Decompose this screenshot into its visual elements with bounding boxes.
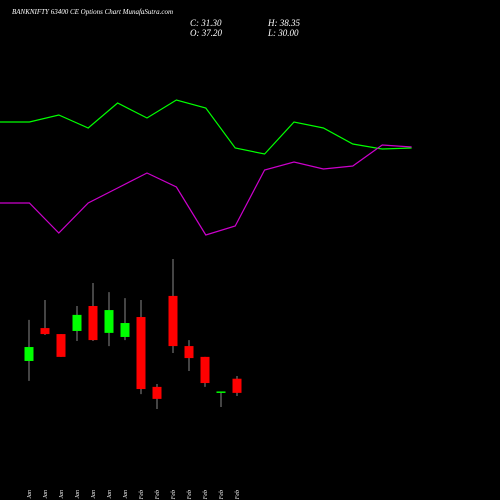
x-tick-label: 01 Feb — [139, 490, 145, 500]
candle-body — [168, 295, 178, 347]
x-tick-label: 21 Jan — [27, 490, 33, 500]
indicator-line — [0, 99, 412, 155]
candle-body — [24, 347, 34, 361]
x-tick-label: 28 Jan — [91, 490, 97, 500]
candle-body — [120, 323, 130, 337]
candle-body — [72, 314, 82, 331]
candle-body — [184, 346, 194, 359]
indicator-line — [0, 144, 412, 236]
candle-body — [136, 317, 146, 390]
low-label: L: 30.00 — [267, 28, 299, 38]
close-label: C: 31.30 — [190, 18, 222, 28]
x-tick-label: 05 Feb — [203, 490, 209, 500]
x-tick-label: 27 Jan — [75, 490, 81, 500]
x-tick-label: 22 Jan — [43, 490, 49, 500]
x-tick-label: 23 Jan — [59, 490, 65, 500]
candle-body — [104, 310, 114, 333]
candle-body — [152, 386, 162, 399]
x-tick-label: 30 Jan — [123, 490, 129, 500]
x-tick-label: 29 Jan — [107, 490, 113, 500]
x-tick-label: 03 Feb — [171, 490, 177, 500]
high-label: H: 38.35 — [267, 18, 300, 28]
candle-body — [232, 378, 242, 393]
chart-title: BANKNIFTY 63400 CE Options Chart MunafaS… — [12, 8, 173, 16]
candle-body — [88, 306, 98, 341]
x-tick-label: 04 Feb — [186, 490, 193, 500]
candle-body — [56, 334, 66, 357]
x-tick-label: 09 Feb — [235, 490, 241, 500]
x-tick-label: 06 Feb — [219, 490, 225, 500]
candle-body — [40, 328, 50, 335]
candle-body — [216, 391, 226, 393]
open-label: O: 37.20 — [190, 28, 222, 38]
candle-body — [200, 356, 210, 384]
x-tick-label: 02 Feb — [155, 490, 161, 500]
